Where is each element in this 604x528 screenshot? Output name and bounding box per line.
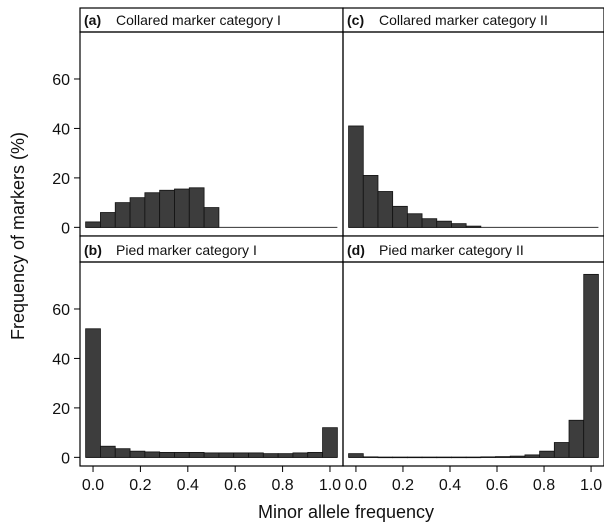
histogram-bar-b-13: [277, 453, 294, 458]
histogram-bar-a-3: [129, 197, 146, 228]
histogram-bar-b-7: [188, 451, 205, 458]
y-tick-label-a-1: 20: [52, 171, 70, 188]
x-tick-label-d-4: 0.8: [533, 477, 555, 494]
histogram-bar-a-2: [114, 202, 131, 228]
histogram-bar-b-4: [144, 451, 161, 458]
x-tick-label-d-2: 0.4: [439, 477, 461, 494]
histogram-bar-b-6: [174, 451, 190, 458]
y-tick-label-b-2: 40: [52, 351, 70, 368]
x-tick-label-b-4: 0.8: [271, 477, 293, 494]
histogram-bar-b-1: [100, 445, 116, 458]
x-tick-label-d-0: 0.0: [345, 477, 367, 494]
histogram-bar-b-5: [159, 451, 175, 458]
x-tick-label-b-3: 0.6: [224, 477, 246, 494]
histogram-bar-d-6: [436, 456, 452, 459]
histogram-bar-d-15: [568, 419, 585, 458]
panel-title-c: Collared marker category II: [379, 12, 548, 28]
panel-strip-d: [342, 235, 604, 263]
panel-strip-c: [342, 7, 604, 33]
histogram-bar-d-8: [465, 456, 482, 459]
histogram-bar-b-0: [85, 328, 101, 458]
panel-frame-b: [79, 261, 344, 467]
histogram-bar-d-5: [421, 456, 438, 459]
histogram-bar-c-2: [377, 191, 394, 228]
histogram-bar-d-9: [480, 456, 496, 458]
histogram-bar-c-4: [406, 213, 423, 228]
histogram-bar-d-16: [583, 273, 599, 458]
x-axis-title: Minor allele frequency: [258, 502, 434, 522]
histogram-bar-b-9: [218, 452, 235, 458]
histogram-bar-c-1: [362, 175, 379, 228]
x-tick-label-b-5: 1.0: [319, 477, 341, 494]
histogram-bar-b-12: [262, 453, 279, 458]
y-tick-label-a-0: 0: [61, 220, 70, 237]
histogram-bar-b-2: [114, 448, 131, 458]
histogram-bar-b-10: [233, 452, 249, 458]
histogram-bar-a-0: [85, 221, 101, 228]
histogram-bar-b-8: [203, 452, 220, 458]
histogram-bar-d-0: [348, 453, 364, 458]
histogram-bar-b-14: [292, 452, 309, 458]
x-tick-label-b-0: 0.0: [82, 477, 104, 494]
y-tick-label-a-2: 40: [52, 121, 70, 138]
histogram-bar-a-5: [159, 189, 175, 228]
x-tick-label-d-1: 0.2: [392, 477, 414, 494]
y-tick-label-b-1: 20: [52, 401, 70, 418]
panel-letter-d: (d): [347, 242, 365, 258]
x-tick-label-d-3: 0.6: [486, 477, 508, 494]
panel-title-b: Pied marker category I: [116, 242, 257, 258]
histogram-bar-b-15: [307, 451, 323, 458]
panel-title-d: Pied marker category II: [379, 242, 524, 258]
y-axis-title: Frequency of markers (%): [8, 132, 28, 340]
y-tick-label-b-0: 0: [61, 450, 70, 467]
histogram-bar-d-1: [362, 456, 379, 458]
histogram-bar-d-10: [495, 456, 511, 458]
histogram-bar-c-7: [451, 223, 467, 228]
histogram-bar-c-8: [465, 225, 482, 228]
histogram-bar-c-5: [421, 218, 438, 228]
histogram-bar-c-0: [348, 125, 364, 228]
x-tick-label-d-5: 1.0: [580, 477, 602, 494]
panel-frame-d: [342, 261, 604, 467]
panel-title-a: Collared marker category I: [116, 12, 281, 28]
histogram-bar-a-8: [203, 207, 220, 228]
histogram-bar-b-16: [322, 427, 338, 458]
histogram-bar-b-11: [248, 452, 264, 458]
histogram-bar-a-6: [174, 188, 190, 228]
x-tick-label-b-1: 0.2: [129, 477, 151, 494]
panel-letter-b: (b): [84, 242, 102, 258]
histogram-bar-d-13: [539, 450, 555, 458]
histogram-bar-d-4: [406, 456, 423, 459]
y-tick-label-b-3: 60: [52, 302, 70, 319]
histogram-bar-a-4: [144, 192, 161, 228]
x-tick-label-b-2: 0.4: [177, 477, 199, 494]
histogram-bar-c-3: [392, 205, 408, 228]
histogram-bar-d-14: [553, 442, 570, 458]
panel-strip-a: [79, 7, 344, 33]
histogram-bar-b-3: [129, 450, 146, 458]
histogram-bar-c-6: [436, 220, 452, 228]
panel-letter-c: (c): [347, 12, 364, 28]
histogram-bar-d-3: [392, 456, 408, 459]
histogram-bar-a-7: [188, 187, 205, 228]
histogram-bar-d-11: [509, 455, 526, 458]
histogram-bar-d-7: [451, 456, 467, 459]
histogram-bar-a-1: [100, 212, 116, 228]
histogram-bar-d-2: [377, 456, 394, 459]
y-tick-label-a-3: 60: [52, 72, 70, 89]
panel-letter-a: (a): [84, 12, 101, 28]
histogram-bar-d-12: [524, 454, 541, 458]
